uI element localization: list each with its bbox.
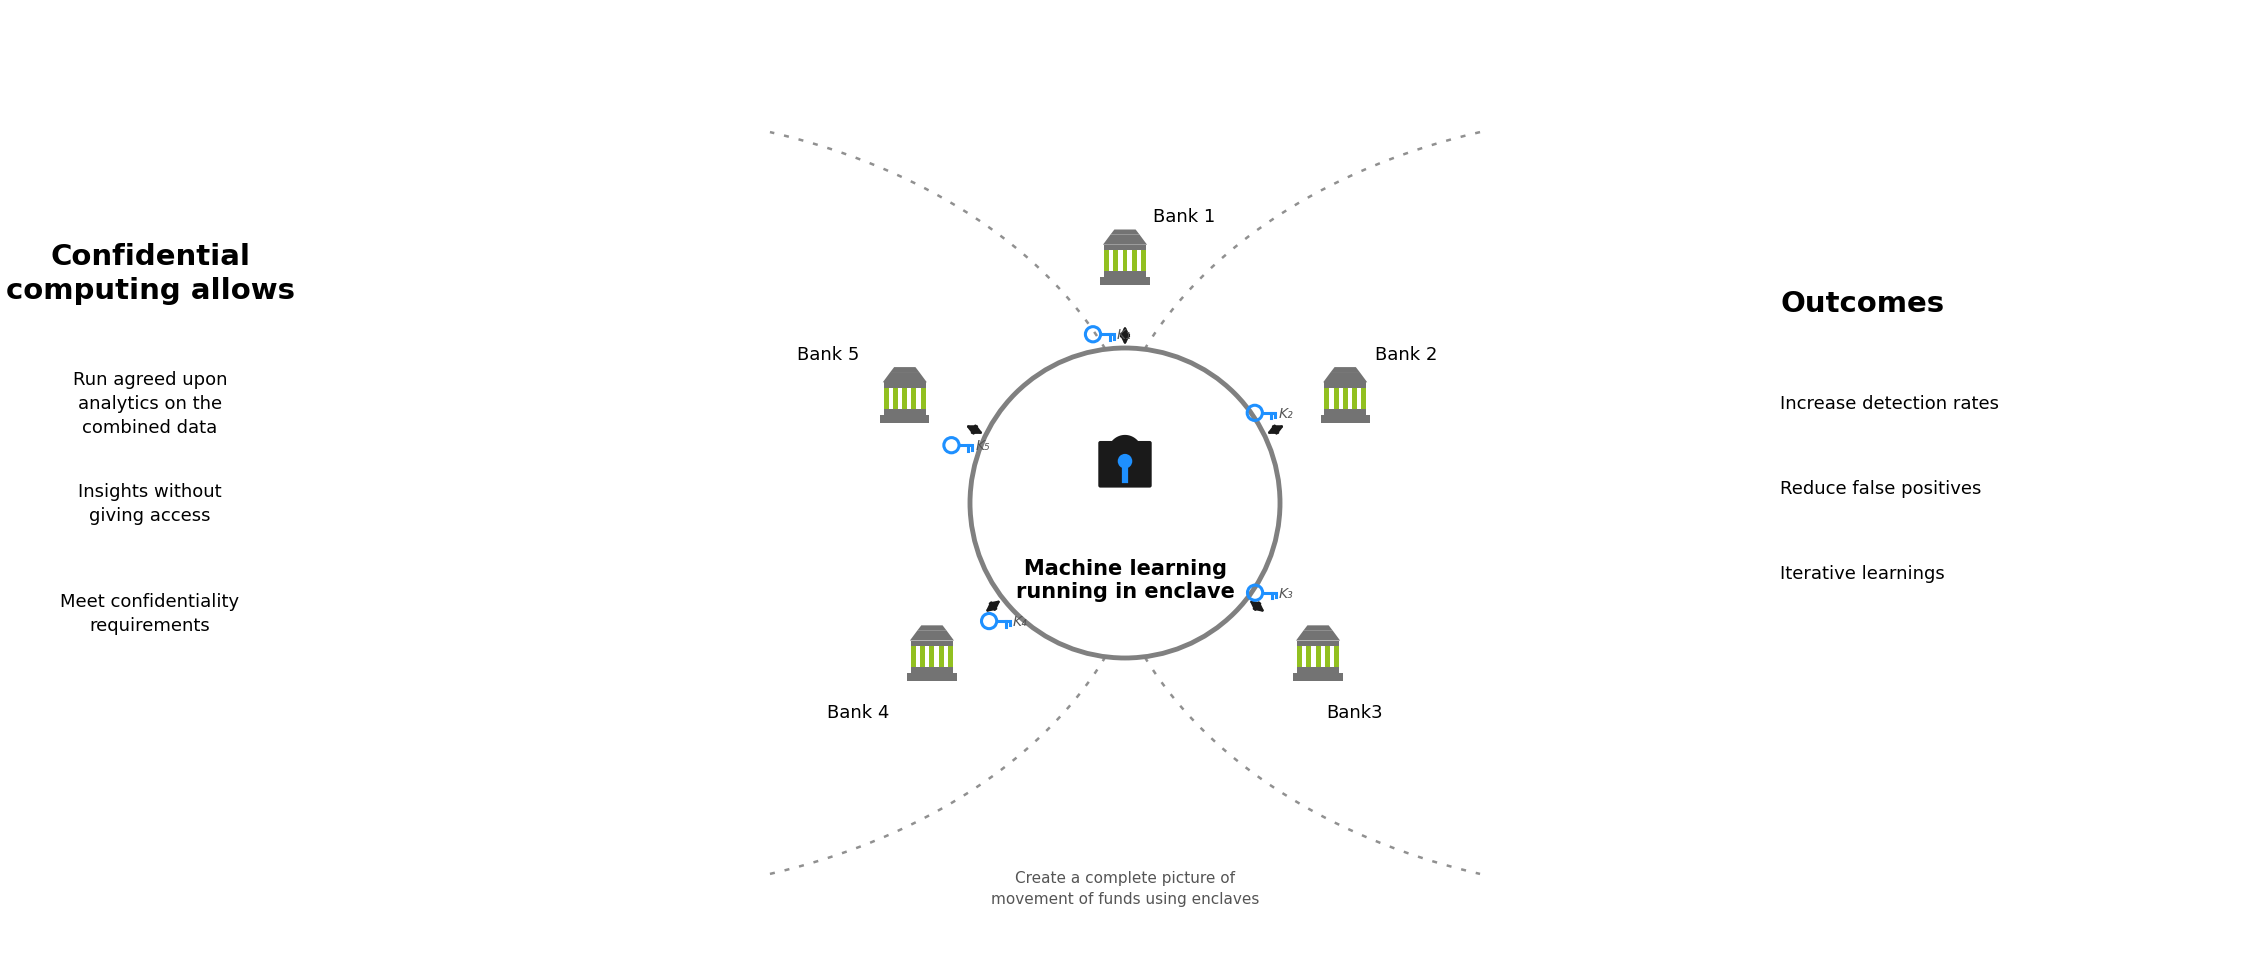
- FancyBboxPatch shape: [947, 646, 952, 667]
- Polygon shape: [1296, 631, 1341, 640]
- FancyBboxPatch shape: [911, 388, 916, 409]
- FancyBboxPatch shape: [1294, 673, 1343, 681]
- Text: K₁: K₁: [1116, 328, 1132, 342]
- FancyBboxPatch shape: [880, 416, 929, 423]
- Polygon shape: [882, 373, 927, 383]
- Text: Bank 4: Bank 4: [828, 703, 889, 721]
- FancyBboxPatch shape: [1105, 272, 1145, 277]
- FancyBboxPatch shape: [938, 646, 943, 667]
- FancyBboxPatch shape: [884, 388, 889, 409]
- FancyBboxPatch shape: [1298, 646, 1303, 667]
- FancyBboxPatch shape: [893, 388, 898, 409]
- FancyBboxPatch shape: [1316, 646, 1321, 667]
- Circle shape: [970, 349, 1280, 659]
- Text: Insights without
giving access: Insights without giving access: [79, 482, 223, 524]
- FancyBboxPatch shape: [1132, 251, 1136, 272]
- Text: Machine learning
running in enclave: Machine learning running in enclave: [1015, 558, 1235, 601]
- FancyBboxPatch shape: [1343, 388, 1348, 409]
- FancyBboxPatch shape: [1321, 416, 1370, 423]
- Polygon shape: [1112, 231, 1138, 235]
- FancyBboxPatch shape: [1100, 277, 1150, 286]
- FancyBboxPatch shape: [1105, 251, 1109, 272]
- Polygon shape: [891, 368, 920, 373]
- FancyBboxPatch shape: [911, 646, 916, 667]
- Text: Confidential
computing allows: Confidential computing allows: [4, 242, 295, 305]
- Circle shape: [1118, 455, 1132, 469]
- FancyBboxPatch shape: [1325, 646, 1330, 667]
- FancyBboxPatch shape: [1298, 667, 1339, 673]
- Text: Meet confidentiality
requirements: Meet confidentiality requirements: [61, 593, 238, 634]
- Text: Outcomes: Outcomes: [1780, 290, 1944, 317]
- FancyBboxPatch shape: [911, 640, 952, 646]
- Polygon shape: [909, 631, 954, 640]
- Text: Bank 5: Bank 5: [796, 345, 860, 363]
- Text: K₅: K₅: [976, 438, 990, 453]
- FancyBboxPatch shape: [920, 646, 925, 667]
- Text: Increase detection rates: Increase detection rates: [1780, 395, 1998, 413]
- FancyBboxPatch shape: [1298, 640, 1339, 646]
- FancyBboxPatch shape: [1334, 388, 1339, 409]
- Text: K₃: K₃: [1278, 586, 1294, 600]
- FancyBboxPatch shape: [1352, 388, 1357, 409]
- Text: Create a complete picture of
movement of funds using enclaves: Create a complete picture of movement of…: [990, 870, 1260, 906]
- Text: K₄: K₄: [1012, 615, 1028, 628]
- Text: Bank 2: Bank 2: [1375, 345, 1438, 363]
- FancyBboxPatch shape: [911, 667, 952, 673]
- Text: Iterative learnings: Iterative learnings: [1780, 564, 1944, 582]
- FancyBboxPatch shape: [1361, 388, 1366, 409]
- Polygon shape: [1303, 626, 1332, 631]
- FancyBboxPatch shape: [929, 646, 934, 667]
- FancyBboxPatch shape: [902, 388, 907, 409]
- FancyBboxPatch shape: [884, 409, 925, 416]
- FancyBboxPatch shape: [1325, 388, 1330, 409]
- FancyBboxPatch shape: [1098, 441, 1152, 488]
- FancyBboxPatch shape: [1307, 646, 1312, 667]
- Polygon shape: [1330, 368, 1359, 373]
- Text: K₂: K₂: [1278, 406, 1294, 420]
- FancyBboxPatch shape: [1141, 251, 1145, 272]
- FancyBboxPatch shape: [1334, 646, 1339, 667]
- Polygon shape: [1102, 235, 1148, 246]
- FancyBboxPatch shape: [1123, 251, 1127, 272]
- FancyBboxPatch shape: [1325, 409, 1366, 416]
- Text: Bank 1: Bank 1: [1152, 208, 1215, 226]
- FancyBboxPatch shape: [920, 388, 925, 409]
- Polygon shape: [1323, 373, 1368, 383]
- FancyBboxPatch shape: [907, 673, 956, 681]
- Text: Run agreed upon
analytics on the
combined data: Run agreed upon analytics on the combine…: [72, 371, 227, 436]
- Polygon shape: [918, 626, 947, 631]
- FancyBboxPatch shape: [1105, 246, 1145, 251]
- FancyBboxPatch shape: [1325, 383, 1366, 388]
- Text: Reduce false positives: Reduce false positives: [1780, 479, 1982, 497]
- FancyBboxPatch shape: [884, 383, 925, 388]
- Text: Bank3: Bank3: [1325, 703, 1384, 721]
- FancyBboxPatch shape: [1114, 251, 1118, 272]
